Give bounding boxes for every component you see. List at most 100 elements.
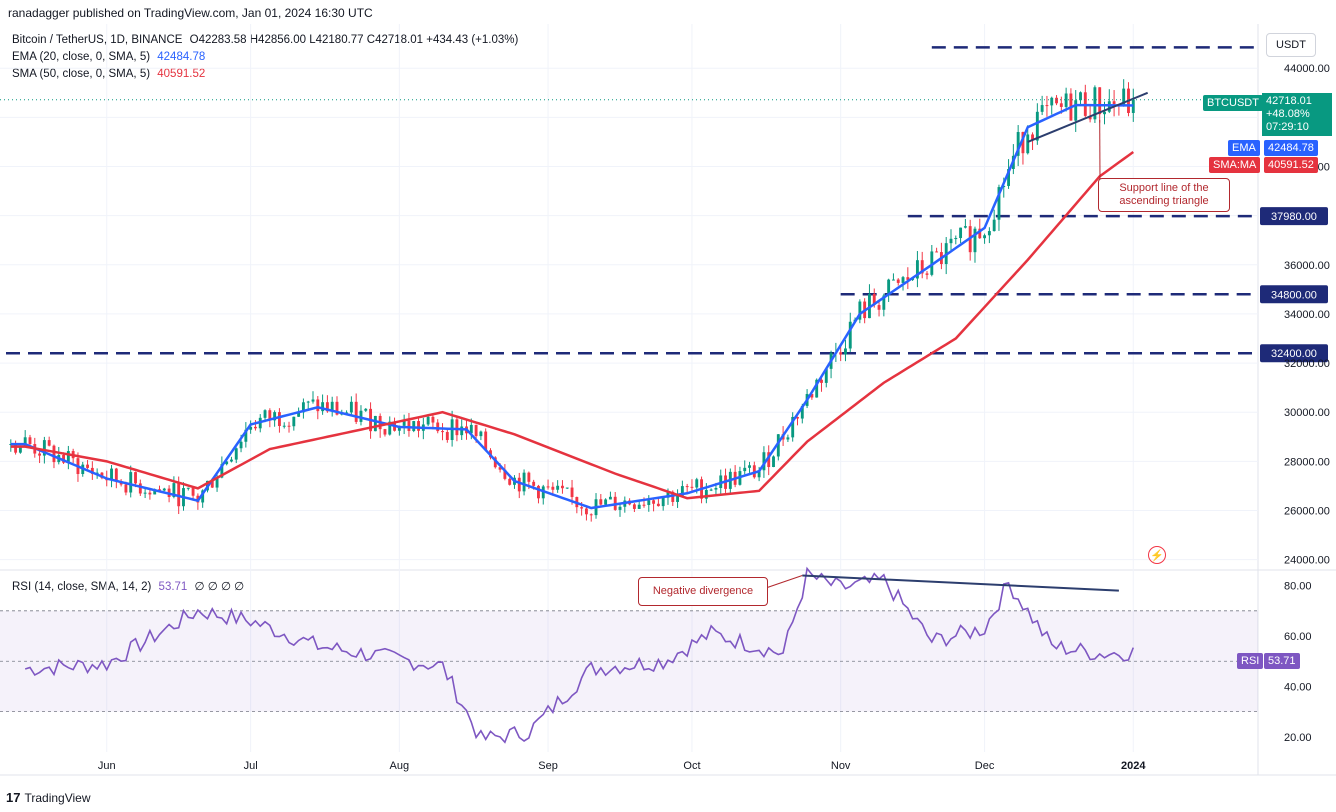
candle-body xyxy=(556,485,560,490)
candle-body xyxy=(652,500,656,504)
candle-body xyxy=(1007,169,1010,186)
bar-countdown: 07:29:10 xyxy=(1266,121,1309,133)
candle-body xyxy=(546,486,550,488)
candle-body xyxy=(992,219,996,232)
candle-body xyxy=(618,506,622,510)
candle-body xyxy=(388,421,392,435)
price-tick-label: 30000.00 xyxy=(1284,407,1330,419)
price-tick-label: 32000.00 xyxy=(1284,358,1330,370)
rsi-extra: ∅ ∅ ∅ ∅ xyxy=(194,581,245,593)
ema-tag: EMA xyxy=(1228,140,1260,156)
candle-body xyxy=(762,452,766,471)
rsi-legend: RSI (14, close, SMA, 14, 2) 53.71 ∅ ∅ ∅ … xyxy=(12,579,244,593)
candle-body xyxy=(201,490,205,503)
candle-body xyxy=(920,260,924,274)
candle-body xyxy=(954,238,958,240)
candle-body xyxy=(685,486,689,488)
candle-body xyxy=(882,295,886,310)
candle-body xyxy=(1035,111,1039,141)
candle-body xyxy=(891,279,895,281)
candle-body xyxy=(445,432,449,441)
candle-body xyxy=(124,484,128,493)
candle-body xyxy=(268,410,272,421)
candle-body xyxy=(1122,88,1126,105)
candle-body xyxy=(973,228,977,253)
candle-body xyxy=(311,399,315,402)
ema-legend: EMA (20, close, 0, SMA, 5) 42484.78 xyxy=(12,51,205,63)
candle-body xyxy=(503,469,507,479)
candle-body xyxy=(138,483,142,494)
candle-body xyxy=(287,425,291,427)
candle-body xyxy=(158,489,161,491)
candle-body xyxy=(580,507,584,509)
rsi-divergence-trendline xyxy=(802,574,1119,592)
ohlc-values: O42283.58 H42856.00 L42180.77 C42718.01 … xyxy=(189,34,519,46)
candle-body xyxy=(752,465,756,478)
candle-body xyxy=(1093,87,1097,120)
sma-value: 40591.52 xyxy=(157,68,206,80)
rsi-tick-label: 40.00 xyxy=(1284,681,1312,693)
candle-body xyxy=(906,277,910,280)
candle-body xyxy=(608,496,612,500)
sma-label: SMA (50, close, 0, SMA, 5) xyxy=(12,68,151,80)
candle-body xyxy=(815,379,819,398)
symbol-legend: Bitcoin / TetherUS, 1D, BINANCE O42283.5… xyxy=(12,34,518,46)
candle-body xyxy=(354,401,358,422)
candle-body xyxy=(373,415,377,432)
candle-body xyxy=(997,187,1001,220)
candle-body xyxy=(848,321,852,349)
level-tag xyxy=(1260,285,1328,304)
price-tick-label: 36000.00 xyxy=(1284,260,1330,272)
candle-body xyxy=(517,477,521,492)
candle-body xyxy=(508,478,512,485)
candle-body xyxy=(642,504,646,506)
lightning-icon[interactable]: ⚡ xyxy=(1148,546,1166,564)
candle-body xyxy=(306,401,310,403)
time-tick-label: Nov xyxy=(831,760,851,772)
candle-body xyxy=(1021,132,1025,154)
candle-body xyxy=(647,500,651,505)
candle-body xyxy=(321,402,325,412)
candle-body xyxy=(901,277,905,283)
candle-body xyxy=(397,425,401,431)
candle-body xyxy=(1064,93,1068,107)
candle-body xyxy=(772,456,775,468)
candle-body xyxy=(210,480,214,488)
candle-body xyxy=(474,424,478,437)
trendlines xyxy=(0,91,1258,181)
candle-body xyxy=(858,301,862,320)
candle-body xyxy=(743,467,747,472)
sma-line xyxy=(10,150,1135,500)
candle-body xyxy=(820,379,823,383)
rsi-price-tag: 53.71 xyxy=(1264,653,1300,669)
ema-value: 42484.78 xyxy=(157,51,206,63)
time-tick-label: Sep xyxy=(538,760,558,772)
symbol-title: Bitcoin / TetherUS, 1D, BINANCE xyxy=(12,34,183,46)
candle-body xyxy=(935,251,939,253)
support-line-callout: Support line of the ascending triangle xyxy=(1098,178,1230,212)
level-label: 32400.00 xyxy=(1271,348,1317,360)
candle-body xyxy=(1040,105,1044,112)
candle-body xyxy=(316,399,320,412)
candle-body xyxy=(704,489,708,499)
time-tick-label: Jul xyxy=(244,760,258,772)
candle-body xyxy=(877,305,881,310)
candle-body xyxy=(915,260,919,279)
candle-body xyxy=(383,429,387,435)
candle-body xyxy=(1131,99,1135,113)
candle-body xyxy=(493,457,497,468)
candle-body xyxy=(1050,97,1054,106)
candle-body xyxy=(522,472,526,492)
sma-tag: SMA:MA xyxy=(1209,157,1261,173)
time-tick-label: 2024 xyxy=(1121,760,1146,772)
candle-body xyxy=(153,489,157,495)
candle-body xyxy=(254,426,257,429)
candle-body xyxy=(695,479,699,488)
currency-button[interactable]: USDT xyxy=(1266,33,1316,57)
time-tick-label: Jun xyxy=(98,760,116,772)
rsi-panel xyxy=(0,566,1258,744)
candle-body xyxy=(455,419,459,436)
candle-body xyxy=(532,481,536,486)
level-label: 34800.00 xyxy=(1271,289,1317,301)
